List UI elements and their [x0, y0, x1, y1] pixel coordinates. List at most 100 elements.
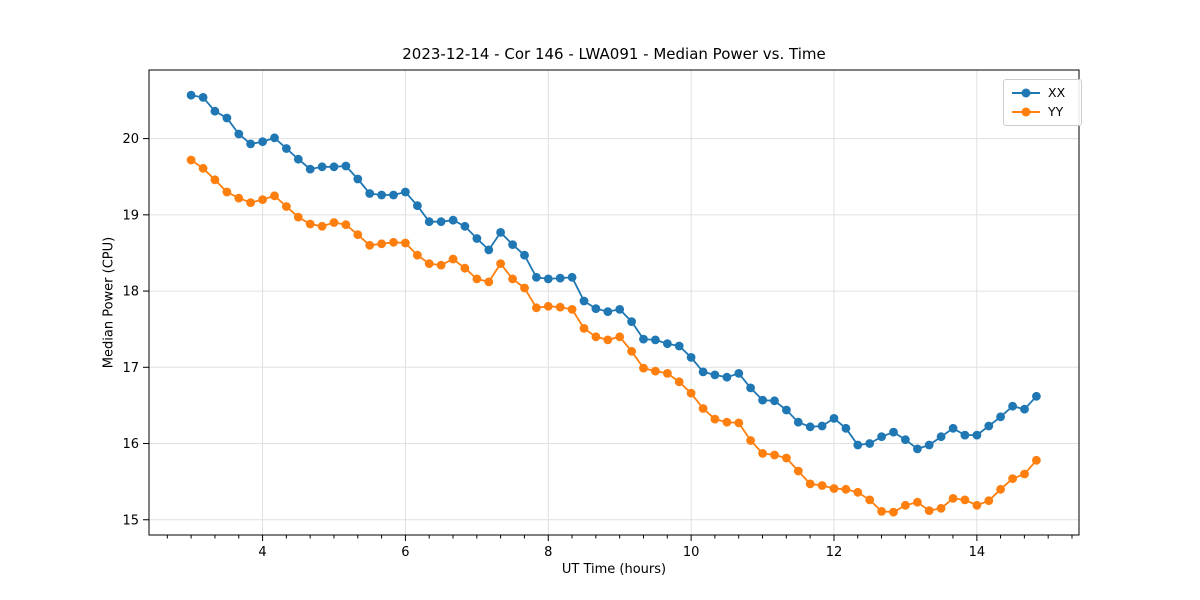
y-tick-label: 20: [122, 132, 139, 147]
data-point-XX: [508, 240, 517, 250]
legend-label-yy: YY: [1048, 104, 1064, 119]
data-point-XX: [996, 412, 1005, 422]
data-point-YY: [1008, 474, 1017, 483]
data-point-YY: [222, 187, 232, 197]
data-point-XX: [282, 144, 291, 153]
data-point-XX: [960, 430, 970, 440]
data-point-XX: [293, 154, 303, 164]
axes-spines: [148, 69, 1080, 536]
x-tick-label: 8: [544, 545, 552, 560]
tick-labels: 4 6 8 10 12 14 15 16 17 18 19 20: [122, 132, 985, 560]
data-point-XX: [222, 113, 232, 123]
data-point-YY: [460, 263, 470, 273]
data-point-XX: [305, 164, 315, 174]
legend: XX YY: [1003, 79, 1082, 126]
data-point-XX: [341, 161, 351, 171]
data-point-XX: [484, 245, 494, 255]
x-tick-label: 12: [826, 545, 843, 560]
data-point-YY: [436, 260, 446, 270]
data-point-YY: [913, 497, 922, 507]
x-tick-label: 10: [683, 545, 700, 560]
data-point-XX: [520, 250, 529, 260]
data-point-XX: [936, 432, 946, 442]
data-point-XX: [615, 305, 625, 314]
data-point-YY: [865, 495, 875, 505]
data-point-YY: [674, 377, 684, 387]
data-point-YY: [555, 302, 565, 312]
data-point-XX: [948, 423, 958, 433]
data-point-XX: [270, 133, 279, 143]
data-point-XX: [317, 162, 327, 172]
data-point-XX: [746, 383, 755, 393]
data-point-YY: [579, 324, 589, 333]
data-point-XX: [829, 414, 839, 423]
data-point-XX: [377, 190, 386, 200]
data-point-YY: [639, 363, 648, 373]
data-point-XX: [782, 405, 791, 415]
data-point-YY: [389, 237, 398, 247]
series-YY: [186, 155, 1041, 517]
data-point-XX: [603, 307, 613, 316]
data-point-XX: [1032, 391, 1041, 401]
data-point-YY: [508, 274, 517, 284]
data-point-XX: [901, 435, 910, 445]
series-XX: [186, 90, 1041, 454]
data-point-YY: [413, 250, 422, 260]
data-point-YY: [805, 479, 815, 489]
data-point-YY: [365, 240, 375, 250]
data-point-YY: [734, 418, 744, 428]
data-point-XX: [817, 421, 827, 431]
data-point-YY: [996, 484, 1005, 494]
data-point-XX: [651, 335, 660, 345]
data-point-XX: [639, 334, 648, 344]
data-point-YY: [817, 481, 827, 490]
data-point-XX: [1020, 404, 1029, 414]
data-point-YY: [651, 366, 660, 376]
data-point-XX: [496, 228, 505, 237]
data-point-YY: [746, 436, 755, 445]
data-point-YY: [1032, 455, 1041, 465]
data-point-YY: [246, 198, 256, 208]
data-point-YY: [889, 507, 898, 517]
data-point-XX: [841, 423, 851, 433]
data-point-YY: [901, 500, 910, 510]
data-point-XX: [698, 367, 708, 377]
data-point-YY: [532, 303, 541, 313]
data-point-XX: [805, 422, 815, 432]
data-point-XX: [401, 187, 410, 197]
y-tick-label: 16: [122, 437, 139, 452]
data-point-YY: [829, 484, 839, 493]
data-point-XX: [579, 296, 589, 306]
data-point-YY: [329, 218, 339, 227]
data-point-XX: [353, 174, 363, 184]
data-point-XX: [722, 372, 732, 382]
data-point-YY: [698, 404, 708, 413]
data-point-XX: [532, 272, 541, 282]
data-point-YY: [377, 239, 386, 249]
data-point-YY: [972, 500, 982, 510]
data-point-YY: [710, 414, 720, 424]
data-point-YY: [484, 277, 494, 287]
data-point-YY: [258, 195, 267, 205]
legend-marker-xx-icon: [1012, 88, 1040, 98]
data-point-YY: [722, 417, 732, 427]
data-point-XX: [413, 201, 422, 211]
data-point-XX: [448, 215, 458, 225]
y-tick-label: 19: [122, 208, 139, 223]
x-axis-label: UT Time (hours): [561, 562, 667, 577]
data-point-YY: [293, 212, 303, 222]
data-point-XX: [365, 189, 375, 198]
data-point-YY: [936, 503, 946, 513]
data-point-YY: [305, 219, 315, 229]
data-point-XX: [210, 106, 220, 116]
data-point-YY: [984, 496, 994, 506]
data-point-XX: [460, 221, 470, 231]
y-tick-label: 15: [122, 513, 139, 528]
chart-title: 2023-12-14 - Cor 146 - LWA091 - Median P…: [402, 45, 826, 63]
data-point-YY: [1020, 469, 1029, 479]
data-point-YY: [924, 506, 934, 515]
data-point-YY: [317, 221, 327, 231]
data-point-YY: [401, 238, 410, 248]
data-point-YY: [424, 259, 434, 268]
data-point-XX: [567, 272, 577, 282]
